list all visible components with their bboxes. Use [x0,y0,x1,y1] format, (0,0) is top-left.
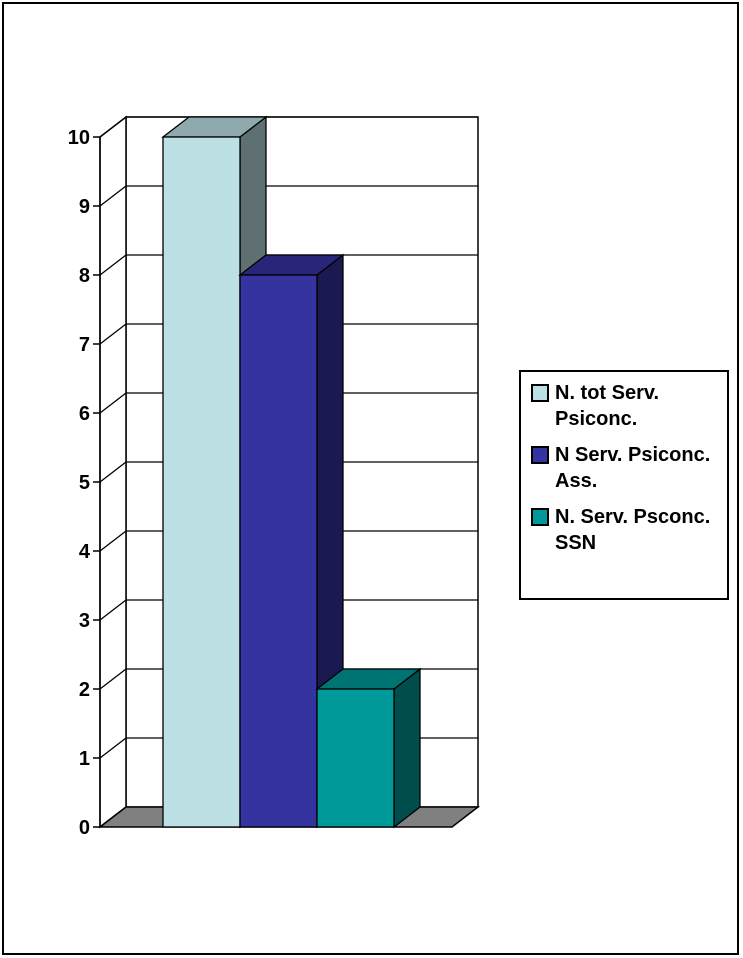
y-tick-label: 10 [68,127,90,149]
legend-swatch [531,446,549,464]
bar-chart-3d: 0 1 2 3 4 5 6 7 8 9 10 [68,115,481,839]
y-tick-label: 5 [79,472,90,494]
legend-label: N Serv. Psiconc. Ass. [555,444,711,492]
y-tick-label: 4 [79,541,91,563]
legend-label: N. tot Serv. Psiconc. [555,382,660,430]
y-tick-label: 0 [79,817,90,839]
y-tick-label: 3 [79,610,90,632]
legend-swatch [531,384,549,402]
y-tick-label: 9 [79,196,90,218]
bar-front [239,274,318,828]
legend-item: N. Serv. Psconc. SSN [531,504,727,556]
y-tick-label: 8 [79,265,90,287]
legend: N. tot Serv. Psiconc. N Serv. Psiconc. A… [519,370,729,600]
y-tick-label: 7 [79,334,90,356]
y-tick-label: 2 [79,679,90,701]
bar-front [316,688,395,828]
legend-swatch [531,508,549,526]
bar-side [393,667,421,829]
legend-item: N Serv. Psiconc. Ass. [531,442,727,494]
gridlines [99,116,478,759]
gridline [99,185,478,207]
bar [315,667,422,829]
bar-front [162,136,241,828]
y-tick-label: 1 [79,748,90,770]
legend-label: N. Serv. Psconc. SSN [555,506,711,554]
gridline [99,530,478,552]
gridline [99,599,478,621]
gridline [99,323,478,345]
gridline [99,116,478,138]
y-tick-label: 6 [79,403,90,425]
bars [161,115,422,829]
legend-item: N. tot Serv. Psiconc. [531,380,727,432]
gridline [99,254,478,276]
gridline [99,461,478,483]
gridline [99,392,478,414]
y-axis: 0 1 2 3 4 5 6 7 8 9 10 [68,127,101,839]
